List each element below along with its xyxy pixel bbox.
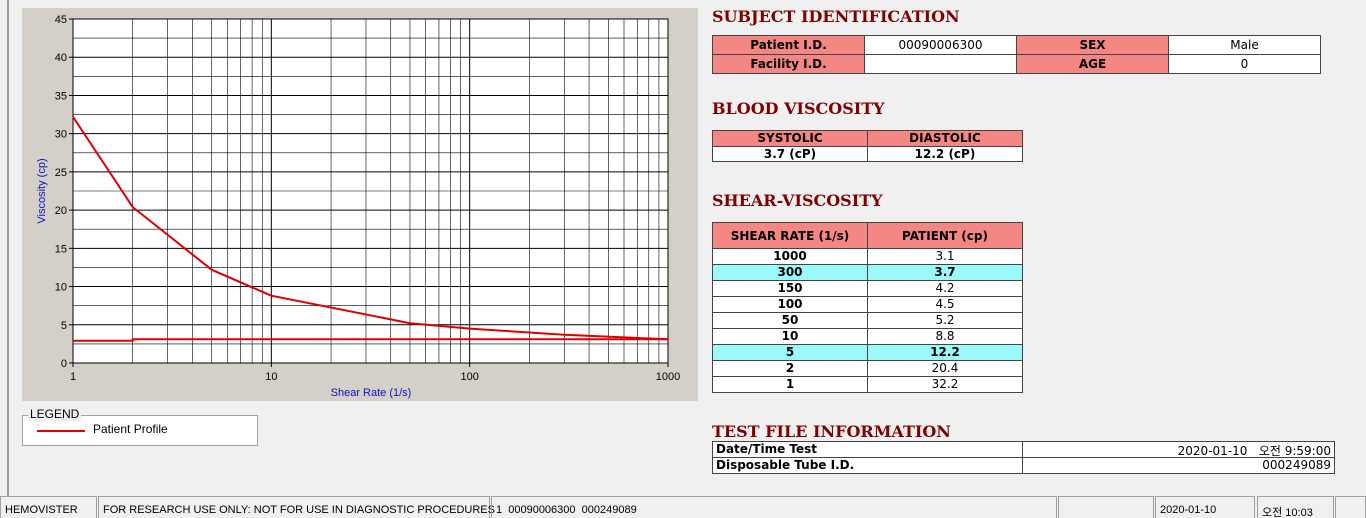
legend-label: Patient Profile (93, 422, 168, 436)
section-title: TEST FILE INFORMATION (712, 422, 951, 441)
rate-cell: 10 (712, 328, 868, 345)
status-cell: HEMOVISTER (0, 496, 97, 518)
value-cell: 3.7 (cP) (712, 146, 868, 162)
legend-title: LEGEND (28, 407, 82, 421)
chart: Shear Rate (1/s) Viscosity (cp) 1 10 100 10… (22, 8, 698, 401)
info-value: 2020-01-10 오전 9:59:00 (1022, 441, 1335, 458)
status-cell (1335, 496, 1366, 518)
rate-cell: 1 (712, 376, 868, 393)
section-title: SHEAR-VISCOSITY (712, 191, 883, 210)
viscosity-cell: 32.2 (867, 376, 1023, 393)
viscosity-cell: 4.2 (867, 280, 1023, 297)
viscosity-cell: 4.5 (867, 296, 1023, 313)
rate-cell: 1000 (712, 248, 868, 265)
y-tick-label: 5 (61, 320, 67, 332)
viscosity-cell: 3.7 (867, 264, 1023, 281)
section-title: BLOOD VISCOSITY (712, 99, 885, 118)
rate-cell: 2 (712, 360, 868, 377)
x-tick-label: 10 (265, 371, 277, 383)
column-header: SHEAR RATE (1/s) (712, 222, 868, 249)
column-header: DIASTOLIC (867, 130, 1023, 147)
viscosity-cell: 3.1 (867, 248, 1023, 265)
y-tick-label: 25 (55, 167, 67, 179)
x-tick-label: 1 (70, 371, 76, 383)
status-cell: 1 00090006300 000249089 (491, 496, 1057, 518)
y-tick-label: 15 (55, 243, 67, 255)
plot-border (72, 18, 669, 364)
field-value (864, 54, 1017, 74)
field-label: Patient I.D. (712, 35, 865, 55)
y-axis-label: Viscosity (cp) (36, 158, 48, 223)
viscosity-cell: 20.4 (867, 360, 1023, 377)
rate-cell: 100 (712, 296, 868, 313)
left-border (7, 0, 9, 496)
column-header: PATIENT (cp) (867, 222, 1023, 249)
y-tick-label: 0 (61, 358, 67, 370)
field-label: AGE (1016, 54, 1169, 74)
status-cell: FOR RESEARCH USE ONLY: NOT FOR USE IN DI… (98, 496, 495, 518)
y-tick-label: 45 (55, 14, 67, 26)
field-label: Facility I.D. (712, 54, 865, 74)
x-tick-label: 1000 (656, 371, 680, 383)
section-title: SUBJECT IDENTIFICATION (712, 7, 960, 26)
rate-cell: 150 (712, 280, 868, 297)
rate-cell: 50 (712, 312, 868, 329)
legend-line (37, 430, 85, 432)
info-label: Disposable Tube I.D. (712, 457, 1023, 474)
viscosity-cell: 12.2 (867, 344, 1023, 361)
column-header: SYSTOLIC (712, 130, 868, 147)
field-value: 00090006300 (864, 35, 1017, 55)
rate-cell: 300 (712, 264, 868, 281)
status-cell: 2020-01-10 (1155, 496, 1255, 518)
y-tick-label: 20 (55, 205, 67, 217)
status-cell: 오전 10:03 (1257, 496, 1334, 518)
y-tick-label: 30 (55, 129, 67, 141)
y-tick-label: 40 (55, 52, 67, 64)
y-tick-label: 35 (55, 90, 67, 102)
data-line (72, 116, 669, 341)
field-value: 0 (1168, 54, 1321, 74)
status-cell (1058, 496, 1154, 518)
x-axis-label: Shear Rate (1/s) (331, 387, 412, 399)
field-label: SEX (1016, 35, 1169, 55)
viscosity-cell: 8.8 (867, 328, 1023, 345)
x-tick-label: 100 (460, 371, 478, 383)
info-value: 000249089 (1022, 457, 1335, 474)
data-line (73, 338, 668, 342)
rate-cell: 5 (712, 344, 868, 361)
info-label: Date/Time Test (712, 441, 1023, 458)
value-cell: 12.2 (cP) (867, 146, 1023, 162)
viscosity-cell: 5.2 (867, 312, 1023, 329)
field-value: Male (1168, 35, 1321, 55)
y-tick-label: 10 (55, 282, 67, 294)
